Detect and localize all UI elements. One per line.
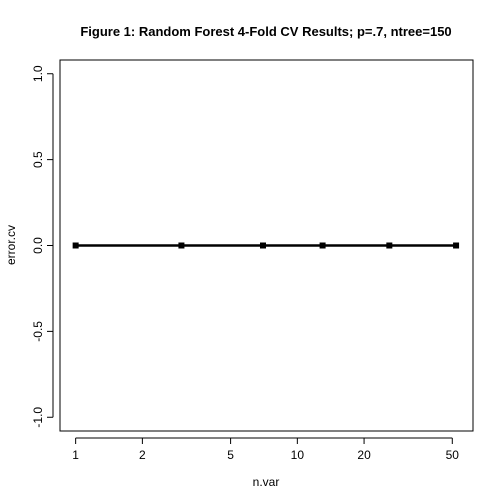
data-point-marker [178, 242, 185, 249]
data-point-marker [453, 242, 460, 249]
y-tick-label: 0.5 [31, 151, 45, 168]
x-tick-label: 5 [227, 448, 234, 462]
data-series [72, 242, 460, 249]
x-tick-label: 10 [291, 448, 305, 462]
x-axis: 1 2 5 10 20 50 [72, 437, 460, 462]
data-point-marker [72, 242, 79, 249]
plot-area-frame [59, 59, 474, 432]
data-point-marker [386, 242, 393, 249]
x-tick-label: 20 [357, 448, 371, 462]
y-tick-label: 0.0 [31, 237, 45, 254]
x-tick-label: 1 [72, 448, 79, 462]
x-tick-label: 2 [139, 448, 146, 462]
chart-title: Figure 1: Random Forest 4-Fold CV Result… [80, 24, 451, 39]
y-axis-title: error.cv [4, 225, 18, 265]
data-point-marker [259, 242, 266, 249]
x-tick-label: 50 [446, 448, 460, 462]
y-tick-label: 1.0 [31, 65, 45, 82]
data-point-marker [319, 242, 326, 249]
x-axis-title: n.var [253, 475, 280, 489]
y-tick-label: -0.5 [31, 321, 45, 342]
y-tick-label: -1.0 [31, 407, 45, 428]
y-axis: -1.0 -0.5 0.0 0.5 1.0 [31, 65, 54, 428]
